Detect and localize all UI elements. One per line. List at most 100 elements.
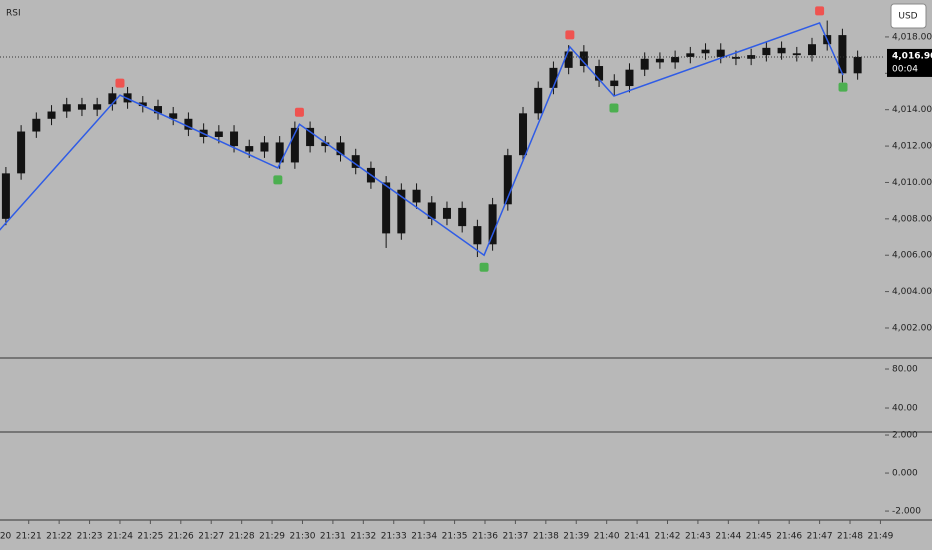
- x-tick-label: 21:23: [77, 532, 103, 542]
- y-tick-label: 4,012.000: [892, 142, 932, 152]
- pivot-low-marker: [479, 262, 489, 272]
- candle-body: [610, 80, 619, 87]
- candle-body: [169, 113, 178, 119]
- candle-body: [716, 49, 725, 57]
- x-tick-label: 21:44: [715, 532, 741, 542]
- pivot-high-marker: [294, 107, 304, 117]
- x-tick-label: 21:22: [46, 532, 72, 542]
- x-tick-label: 21:43: [685, 532, 711, 542]
- y-tick-label: 4,008.000: [892, 214, 932, 224]
- candle-body: [47, 111, 56, 119]
- countdown: 00:04: [892, 64, 918, 74]
- x-tick-label: 21:45: [746, 532, 772, 542]
- pivot-high-marker: [115, 78, 125, 88]
- y-tick-label: 2.000: [892, 431, 918, 441]
- x-tick-label: 21:24: [107, 532, 133, 542]
- candle-body: [671, 56, 680, 63]
- candle-body: [32, 118, 41, 132]
- candle-body: [473, 226, 482, 245]
- candle-body: [595, 66, 604, 81]
- candle-body: [93, 104, 102, 110]
- candle-body: [138, 102, 147, 107]
- x-tick-label: 21:31: [320, 532, 346, 542]
- candle-body: [17, 131, 26, 174]
- candle-body: [321, 142, 330, 147]
- x-tick-label: 21:47: [807, 532, 833, 542]
- candle-body: [655, 58, 664, 63]
- candle-body: [260, 142, 269, 152]
- candle-body: [579, 51, 588, 67]
- candle-body: [108, 93, 117, 105]
- candle-body: [290, 127, 299, 163]
- x-tick-label: 21:27: [198, 532, 224, 542]
- indicator-title: RSI: [6, 9, 21, 19]
- x-tick-label: 21:29: [259, 532, 285, 542]
- candle-body: [412, 189, 421, 203]
- candle-body: [382, 182, 391, 234]
- candle-body: [351, 155, 360, 168]
- x-tick-label: 21:37: [502, 532, 528, 542]
- y-tick-label: 4,004.000: [892, 287, 932, 297]
- x-tick-label: 21:46: [776, 532, 802, 542]
- currency[interactable]: USD: [898, 12, 917, 22]
- y-tick-label: 4,006.000: [892, 251, 932, 261]
- candle-body: [731, 56, 740, 59]
- x-tick-label: 21:30: [290, 532, 316, 542]
- x-tick-label: 21:48: [837, 532, 863, 542]
- pivot-low-marker: [273, 175, 283, 185]
- candle-body: [762, 47, 771, 56]
- candle-body: [534, 87, 543, 114]
- x-tick-label: 21:34: [411, 532, 437, 542]
- x-tick-label: 21:36: [472, 532, 498, 542]
- candle-body: [792, 53, 801, 56]
- candle-body: [549, 67, 558, 88]
- x-tick-label: 21:21: [16, 532, 42, 542]
- candle-body: [747, 55, 756, 59]
- x-tick-label: 21:38: [533, 532, 559, 542]
- y-tick-label: 4,014.000: [892, 105, 932, 115]
- x-tick-label: 21:32: [350, 532, 376, 542]
- candle-body: [275, 142, 284, 163]
- candle-body: [777, 47, 786, 54]
- x-tick-label: 21:41: [624, 532, 650, 542]
- candle-body: [640, 58, 649, 70]
- currency-button[interactable]: [890, 3, 927, 29]
- zigzag-line: [0, 21, 844, 257]
- candle-body: [458, 207, 467, 227]
- y-tick-label: 4,010.000: [892, 178, 932, 188]
- candle-body: [686, 53, 695, 57]
- y-tick-label: 0.000: [892, 469, 918, 479]
- candle-body: [230, 131, 239, 147]
- x-tick-label: 21:42: [655, 532, 681, 542]
- x-tick-label: 21:25: [137, 532, 163, 542]
- x-tick-label: 21:28: [229, 532, 255, 542]
- candle-body: [336, 142, 345, 156]
- candle-body: [853, 56, 862, 74]
- x-tick-label: 21:35: [442, 532, 468, 542]
- last-price-label: 4,016.900: [892, 51, 932, 61]
- candle-body: [62, 104, 71, 112]
- x-tick-label: 21:49: [867, 532, 893, 542]
- candle-body: [1, 173, 10, 219]
- candle-body: [427, 202, 436, 219]
- pivot-high-marker: [815, 6, 825, 16]
- candle-body: [625, 69, 634, 87]
- x-tick-label: 21:33: [381, 532, 407, 542]
- x-tick-label: 21:26: [168, 532, 194, 542]
- pivot-low-marker: [609, 103, 619, 113]
- candle-body: [442, 207, 451, 219]
- candle-body: [519, 113, 528, 156]
- last-price-box: [887, 48, 932, 77]
- candle-body: [306, 127, 315, 147]
- y-tick-label: 4,002.000: [892, 323, 932, 333]
- y-tick-label: 4,018.000: [892, 32, 932, 42]
- candle-body: [153, 106, 162, 114]
- candle-body: [701, 49, 710, 54]
- x-tick-label: 21:20: [0, 532, 12, 542]
- candle-body: [488, 204, 497, 245]
- candle-body: [503, 155, 512, 205]
- candle-body: [807, 44, 816, 56]
- candle-body: [397, 189, 406, 234]
